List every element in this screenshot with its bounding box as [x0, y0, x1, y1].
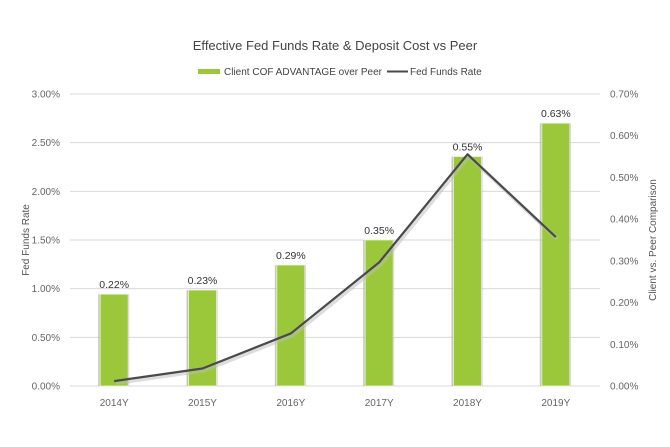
right-tick-label: 0.60% [610, 131, 638, 142]
bar-data-label: 0.23% [188, 275, 218, 287]
x-tick-label: 2014Y [100, 398, 129, 409]
bar-series [98, 122, 571, 387]
bar [541, 122, 571, 387]
left-tick-label: 1.00% [32, 284, 60, 295]
bar [99, 293, 129, 387]
right-tick-label: 0.10% [610, 340, 638, 351]
right-tick-label: 0.20% [610, 298, 638, 309]
left-axis-title: Fed Funds Rate [21, 204, 32, 276]
line-series [114, 153, 559, 386]
bar-data-label: 0.35% [364, 225, 394, 237]
legend-bar-label: Client COF ADVANTAGE over Peer [224, 67, 383, 78]
left-tick-label: 2.00% [32, 187, 60, 198]
x-tick-label: 2016Y [276, 398, 305, 409]
left-tick-label: 2.50% [32, 138, 60, 149]
bar-data-label: 0.63% [541, 108, 571, 120]
left-axis-ticks: 0.00% 0.50% 1.00% 1.50% 2.00% 2.50% 3.00% [32, 90, 60, 393]
right-tick-label: 0.50% [610, 173, 638, 184]
x-tick-label: 2017Y [365, 398, 394, 409]
left-tick-label: 1.50% [32, 236, 60, 247]
x-axis-ticks: 2014Y 2015Y 2016Y 2017Y 2018Y 2019Y [100, 398, 571, 409]
bar-data-labels: 0.22% 0.23% 0.29% 0.35% 0.55% 0.63% [99, 108, 570, 291]
left-tick-label: 0.00% [32, 382, 60, 393]
line-shadow [115, 153, 559, 386]
legend-bar-swatch [198, 69, 220, 74]
bar-data-label: 0.55% [453, 142, 483, 154]
bar [453, 156, 482, 387]
left-tick-label: 3.00% [32, 90, 60, 101]
bar-data-label: 0.22% [99, 279, 129, 291]
x-tick-label: 2019Y [541, 398, 570, 409]
legend: Client COF ADVANTAGE over Peer Fed Funds… [198, 67, 482, 78]
gridlines [70, 93, 600, 387]
right-axis-title: Client vs. Peer Comparison [648, 179, 659, 301]
right-tick-label: 0.40% [610, 215, 638, 226]
fed-funds-line [114, 153, 557, 383]
x-tick-label: 2015Y [188, 398, 217, 409]
right-tick-label: 0.70% [610, 90, 638, 101]
x-tick-label: 2018Y [453, 398, 482, 409]
right-tick-label: 0.30% [610, 256, 638, 267]
left-tick-label: 0.50% [32, 333, 60, 344]
right-axis-ticks: 0.00% 0.10% 0.20% 0.30% 0.40% 0.50% 0.60% 0.70% [610, 90, 638, 393]
right-tick-label: 0.00% [610, 382, 638, 393]
bar-data-label: 0.29% [276, 250, 306, 262]
legend-line-label: Fed Funds Rate [410, 67, 482, 78]
chart-title: Effective Fed Funds Rate & Deposit Cost … [193, 38, 478, 53]
